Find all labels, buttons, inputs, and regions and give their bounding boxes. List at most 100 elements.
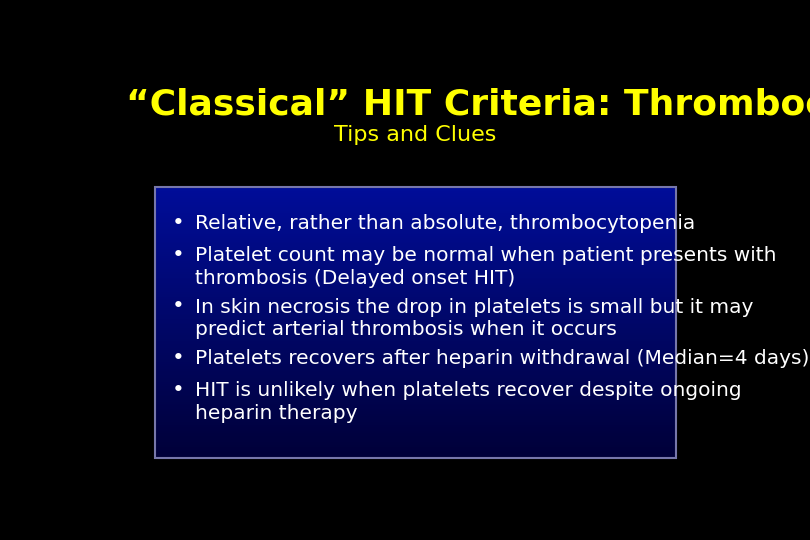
Bar [155, 211, 676, 213]
Bar [155, 434, 676, 436]
Bar [155, 328, 676, 330]
Bar [155, 200, 676, 202]
Bar [155, 285, 676, 287]
Bar [155, 259, 676, 261]
Bar [155, 317, 676, 319]
Bar [155, 443, 676, 445]
Bar [155, 393, 676, 395]
Bar [155, 288, 676, 290]
Bar [155, 208, 676, 211]
Bar [155, 320, 676, 322]
Bar [155, 389, 676, 391]
Bar [155, 440, 676, 442]
Bar [155, 363, 676, 366]
Bar [155, 250, 676, 252]
Bar [155, 360, 676, 362]
Bar [155, 447, 676, 449]
Bar [155, 187, 676, 189]
Bar [155, 423, 676, 426]
Bar [155, 403, 676, 406]
Bar [155, 194, 676, 197]
Bar [155, 304, 676, 306]
Bar [155, 441, 676, 443]
Bar [155, 383, 676, 386]
Bar [155, 225, 676, 227]
Bar [155, 385, 676, 388]
Bar [155, 218, 676, 220]
Bar [155, 268, 676, 271]
Bar [155, 333, 676, 335]
Bar [155, 387, 676, 389]
Bar [155, 191, 676, 193]
Bar [155, 362, 676, 364]
Bar [155, 382, 676, 384]
Bar [155, 203, 676, 206]
Bar [155, 437, 676, 440]
Bar [155, 450, 676, 453]
Text: •: • [172, 348, 185, 368]
Bar [155, 421, 676, 423]
Bar [155, 255, 676, 258]
Bar [155, 281, 676, 283]
Bar [155, 347, 676, 349]
Text: •: • [172, 245, 185, 265]
Bar [155, 266, 676, 268]
Bar [155, 228, 676, 231]
Bar [155, 428, 676, 431]
Bar [155, 286, 676, 288]
Bar [155, 196, 676, 198]
Bar [155, 207, 676, 209]
Bar [155, 401, 676, 404]
Bar [155, 248, 676, 251]
Bar [155, 221, 676, 224]
Bar [155, 369, 676, 371]
Bar [155, 339, 676, 341]
Bar [155, 241, 676, 244]
Bar [155, 306, 676, 308]
Bar [155, 290, 676, 292]
Bar [155, 432, 676, 434]
Bar [155, 309, 676, 312]
Bar [155, 448, 676, 450]
Bar [155, 407, 676, 409]
Bar [155, 227, 676, 229]
Bar [155, 396, 676, 399]
Bar [155, 331, 676, 333]
Bar [155, 367, 676, 369]
Bar [155, 261, 676, 263]
Bar [155, 425, 676, 427]
Bar [155, 329, 676, 332]
Bar [155, 301, 676, 303]
Bar [155, 299, 676, 301]
Bar [155, 252, 676, 254]
Bar [155, 277, 676, 279]
Bar [155, 412, 676, 415]
Bar [155, 243, 676, 245]
Bar [155, 232, 676, 234]
Bar [155, 308, 676, 310]
Bar [155, 312, 676, 314]
Bar [155, 445, 676, 447]
Bar [155, 322, 676, 325]
Bar [155, 351, 676, 353]
Bar [155, 335, 676, 337]
Bar [155, 378, 676, 380]
Bar [155, 245, 676, 247]
Bar [155, 297, 676, 299]
Bar [155, 272, 676, 274]
Bar [155, 356, 676, 359]
Bar [155, 270, 676, 272]
Bar [155, 358, 676, 360]
Bar [155, 274, 676, 276]
Bar [155, 275, 676, 278]
Bar [155, 416, 676, 418]
Bar [155, 430, 676, 433]
Text: Platelets recovers after heparin withdrawal (Median=4 days): Platelets recovers after heparin withdra… [195, 349, 810, 368]
Bar [155, 376, 676, 379]
Bar [155, 258, 676, 260]
Text: In skin necrosis the drop in platelets is small but it may
predict arterial thro: In skin necrosis the drop in platelets i… [195, 298, 754, 340]
Bar [155, 456, 676, 458]
Bar [155, 346, 676, 348]
Text: Platelet count may be normal when patient presents with
thrombosis (Delayed onse: Platelet count may be normal when patien… [195, 246, 777, 288]
Bar [155, 212, 676, 214]
